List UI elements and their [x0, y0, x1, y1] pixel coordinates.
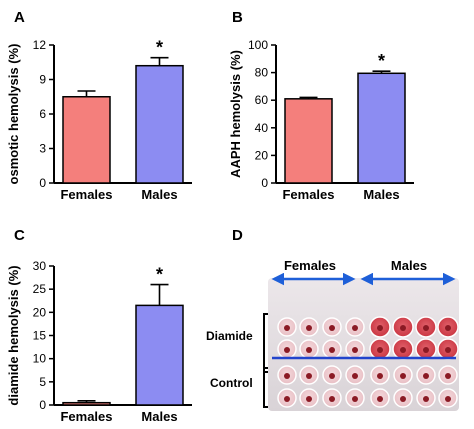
x-tick-label-males: Males: [363, 187, 399, 202]
significance-star: *: [378, 51, 385, 71]
row-label-diamide: Diamide: [206, 329, 253, 343]
row-label-control: Control: [210, 376, 253, 390]
significance-star: *: [156, 38, 163, 58]
y-tick-label: 6: [39, 107, 46, 121]
well-pellet: [352, 373, 358, 379]
bar-males: [357, 72, 406, 184]
bar-females: [62, 96, 111, 184]
well-pellet: [306, 373, 312, 379]
y-tick-label: 80: [255, 66, 269, 80]
panel-letter: B: [232, 9, 243, 26]
y-tick-label: 0: [39, 398, 46, 412]
well-pellet: [306, 396, 312, 402]
photo-header-males: Males: [391, 258, 427, 273]
y-tick-label: 15: [33, 329, 47, 343]
y-tick-label: 10: [33, 352, 47, 366]
well-pellet: [423, 325, 429, 331]
x-tick-label-females: Females: [60, 409, 112, 424]
well-pellet: [284, 347, 290, 353]
panel-letter: A: [14, 9, 25, 26]
well-pellet: [329, 325, 335, 331]
bar-females: [284, 98, 333, 184]
y-tick-label: 5: [39, 375, 46, 389]
panel-letter-d: D: [232, 227, 243, 244]
y-axis-label: diamide hemolysis (%): [6, 265, 21, 405]
control-bracket: [263, 367, 268, 408]
well-pellet: [400, 373, 406, 379]
well-pellet: [329, 396, 335, 402]
x-tick-label-males: Males: [141, 409, 177, 424]
bar-females: [62, 401, 111, 406]
well-pellet: [284, 396, 290, 402]
y-tick-label: 30: [33, 259, 47, 273]
well-pellet: [445, 325, 451, 331]
well-pellet: [306, 325, 312, 331]
x-tick-label-females: Females: [60, 187, 112, 202]
well-pellet: [284, 325, 290, 331]
y-tick-label: 40: [255, 121, 269, 135]
well-pellet: [284, 373, 290, 379]
well-pellet: [400, 347, 406, 353]
well-pellet: [423, 373, 429, 379]
y-tick-label: 12: [33, 38, 47, 52]
y-tick-label: 20: [255, 148, 269, 162]
y-tick-label: 0: [261, 176, 268, 190]
well-pellet: [445, 373, 451, 379]
y-axis-label: AAPH hemolysis (%): [228, 50, 243, 178]
y-tick-label: 9: [39, 73, 46, 87]
well-pellet: [352, 396, 358, 402]
photo-header-females: Females: [284, 258, 336, 273]
x-tick-label-females: Females: [282, 187, 334, 202]
significance-star: *: [156, 265, 163, 285]
well-pellet: [306, 347, 312, 353]
y-tick-label: 25: [33, 282, 47, 296]
y-axis-label: osmotic hemolysis (%): [6, 44, 21, 185]
y-tick-label: 100: [248, 38, 268, 52]
y-tick-label: 3: [39, 142, 46, 156]
well-pellet: [423, 347, 429, 353]
panel-d-photo: D Females Males Diamide Control: [206, 227, 459, 411]
chart-panel-a: A 0 3 6 9 12 osmotic hemolysis (%) Females Males…: [6, 9, 192, 202]
panel-letter: C: [14, 227, 25, 244]
well-pellet: [423, 396, 429, 402]
well-pellet: [377, 396, 383, 402]
well-pellet: [377, 325, 383, 331]
well-pellet: [445, 347, 451, 353]
plate-wells: [277, 316, 459, 408]
well-pellet: [400, 325, 406, 331]
bar-males: [135, 304, 184, 406]
well-pellet: [377, 347, 383, 353]
well-pellet: [377, 373, 383, 379]
well-pellet: [352, 347, 358, 353]
well-pellet: [400, 396, 406, 402]
chart-panel-b: B 0 20 40 60 80 100 AAPH hemolysis (%) Females Ma…: [228, 9, 414, 202]
well-pellet: [445, 396, 451, 402]
bar-charts: A 0 3 6 9 12 osmotic hemolysis (%) Females Males…: [6, 9, 414, 424]
y-tick-label: 60: [255, 93, 269, 107]
y-tick-label: 20: [33, 305, 47, 319]
x-tick-label-males: Males: [141, 187, 177, 202]
well-pellet: [329, 347, 335, 353]
diamide-bracket: [263, 313, 268, 373]
chart-panel-c: C 0 5 10 15 20 25 30 diamide hemolysis (%) Female…: [6, 227, 192, 424]
well-pellet: [352, 325, 358, 331]
y-tick-label: 0: [39, 176, 46, 190]
well-pellet: [329, 373, 335, 379]
bar-males: [135, 64, 184, 184]
